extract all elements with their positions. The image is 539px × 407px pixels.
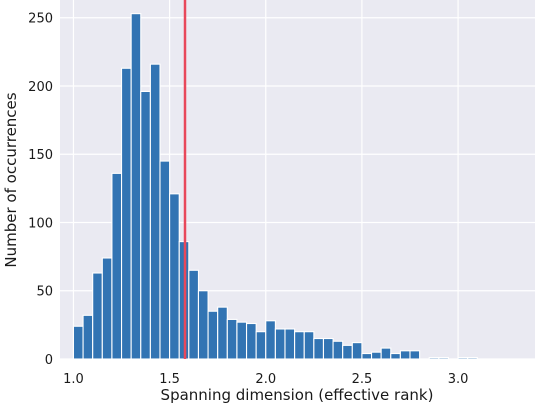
histogram-bar [332, 340, 344, 360]
histogram-bar [322, 337, 334, 360]
x-tick-label: 2.5 [352, 372, 373, 387]
histogram-bar [217, 306, 228, 360]
y-tick-label: 50 [36, 285, 53, 300]
histogram-bar [82, 314, 94, 360]
histogram-bar [390, 352, 401, 360]
histogram-bar [342, 344, 353, 360]
histogram-bar [207, 310, 219, 360]
histogram-bar [370, 351, 382, 360]
histogram-bar [140, 90, 151, 360]
histogram-bar [467, 357, 478, 360]
histogram-bar [130, 13, 142, 360]
y-axis-label: Number of occurrences [2, 92, 20, 267]
histogram-bar [351, 342, 363, 360]
histogram-bar [294, 331, 305, 360]
histogram-bar [226, 318, 238, 360]
x-tick-label: 1.0 [63, 372, 84, 387]
histogram-bar [236, 321, 248, 360]
histogram-bar [197, 290, 209, 360]
histogram-bar [313, 337, 325, 360]
histogram-bar [428, 357, 440, 360]
histogram-bar [72, 325, 84, 360]
histogram-bar [169, 193, 180, 360]
histogram-bar [399, 350, 411, 360]
histogram-bar [101, 257, 113, 360]
histogram-bar [409, 350, 421, 360]
histogram-bar [274, 328, 286, 360]
histogram-bar [284, 328, 296, 360]
y-tick-label: 200 [28, 80, 53, 95]
histogram-bar [245, 322, 257, 360]
histogram-bar [159, 160, 171, 360]
histogram-bar [265, 320, 276, 360]
x-axis-ticks: 1.0 1.5 2.0 2.5 3.0 [63, 372, 468, 387]
y-axis-ticks: 0 50 100 150 200 250 [28, 12, 53, 368]
histogram-bar [380, 347, 392, 360]
histogram-bar [438, 357, 450, 360]
y-tick-label: 0 [45, 353, 53, 368]
histogram-bar [457, 357, 469, 360]
y-tick-label: 250 [28, 12, 53, 27]
histogram-bar [188, 269, 200, 360]
histogram-bar [361, 352, 373, 360]
x-axis-label: Spanning dimension (effective rank) [161, 386, 434, 404]
histogram-bar [92, 272, 103, 360]
y-tick-label: 100 [28, 216, 53, 231]
y-tick-label: 150 [28, 148, 53, 163]
histogram-bar [303, 331, 315, 360]
histogram-bar [255, 331, 267, 360]
histogram-bar [120, 67, 132, 360]
x-tick-label: 3.0 [448, 372, 469, 387]
x-tick-label: 1.5 [159, 372, 180, 387]
x-tick-label: 2.0 [255, 372, 276, 387]
histogram-bar [111, 172, 123, 360]
histogram-bar [149, 63, 161, 360]
